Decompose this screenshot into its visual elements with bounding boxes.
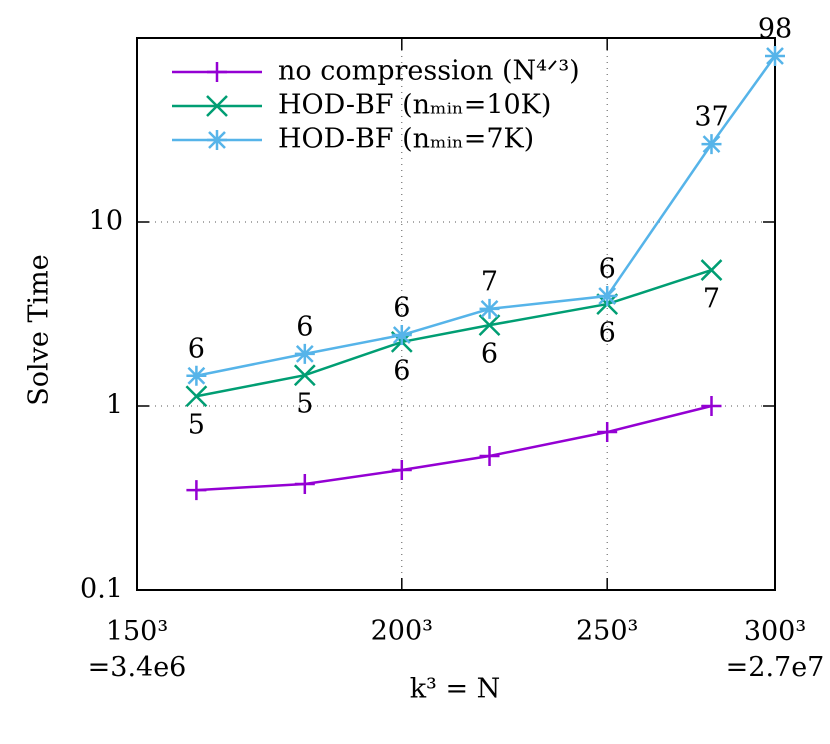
- x-tick-label: 150³ =3.4e6: [88, 616, 187, 683]
- x-axis-label: k³ = N: [410, 674, 501, 705]
- marker: [701, 396, 722, 416]
- legend-label: HOD-BF (nₘᵢₙ=7K): [278, 124, 534, 155]
- marker: [701, 134, 722, 155]
- marker: [294, 473, 315, 494]
- marker: [207, 130, 227, 150]
- data-label: 6: [188, 333, 205, 364]
- data-label: 6: [393, 355, 410, 386]
- marker: [391, 459, 412, 480]
- marker: [186, 480, 207, 501]
- marker: [206, 95, 228, 117]
- x-tick-label-line: =2.7e7: [726, 652, 825, 683]
- series-line: [196, 268, 712, 398]
- marker: [294, 343, 315, 364]
- x-tick-label-line: =3.4e6: [88, 652, 187, 683]
- y-axis-label: Solve Time: [24, 254, 55, 405]
- data-label: 7: [481, 266, 498, 297]
- marker: [293, 364, 316, 387]
- x-tick-label: 300³ =2.7e7: [726, 616, 825, 683]
- marker: [597, 286, 618, 307]
- x-tick-label-line: 300³: [744, 616, 806, 647]
- legend-label: HOD-BF (nₘᵢₙ=10K): [278, 90, 551, 121]
- marker: [185, 385, 208, 408]
- data-label: 6: [599, 318, 616, 349]
- y-tick-label: 0.1: [80, 574, 123, 605]
- data-label: 6: [393, 293, 410, 324]
- marker: [479, 298, 500, 319]
- series-line: [196, 404, 712, 492]
- x-tick-label: 250³: [576, 616, 638, 647]
- y-tick-label: 10: [89, 206, 123, 237]
- marker: [479, 445, 500, 466]
- data-label: 37: [694, 102, 728, 133]
- marker: [765, 46, 785, 67]
- data-label: 5: [188, 410, 205, 441]
- plot-frame: [136, 37, 776, 591]
- data-label: 7: [703, 284, 720, 315]
- data-label: 6: [296, 311, 313, 342]
- x-tick-label-line: 150³: [106, 616, 168, 647]
- marker: [597, 422, 618, 443]
- marker: [391, 325, 412, 346]
- marker: [478, 314, 501, 337]
- data-label: 6: [599, 254, 616, 285]
- marker: [207, 62, 227, 82]
- legend-label: no compression (N⁴ᐟ³): [278, 56, 580, 87]
- marker: [186, 365, 207, 386]
- x-tick-label: 200³: [371, 616, 433, 647]
- y-tick-label: 1: [106, 390, 123, 421]
- data-label: 5: [296, 389, 313, 420]
- data-label: 6: [481, 339, 498, 370]
- marker: [700, 259, 723, 281]
- data-label: 98: [758, 14, 792, 45]
